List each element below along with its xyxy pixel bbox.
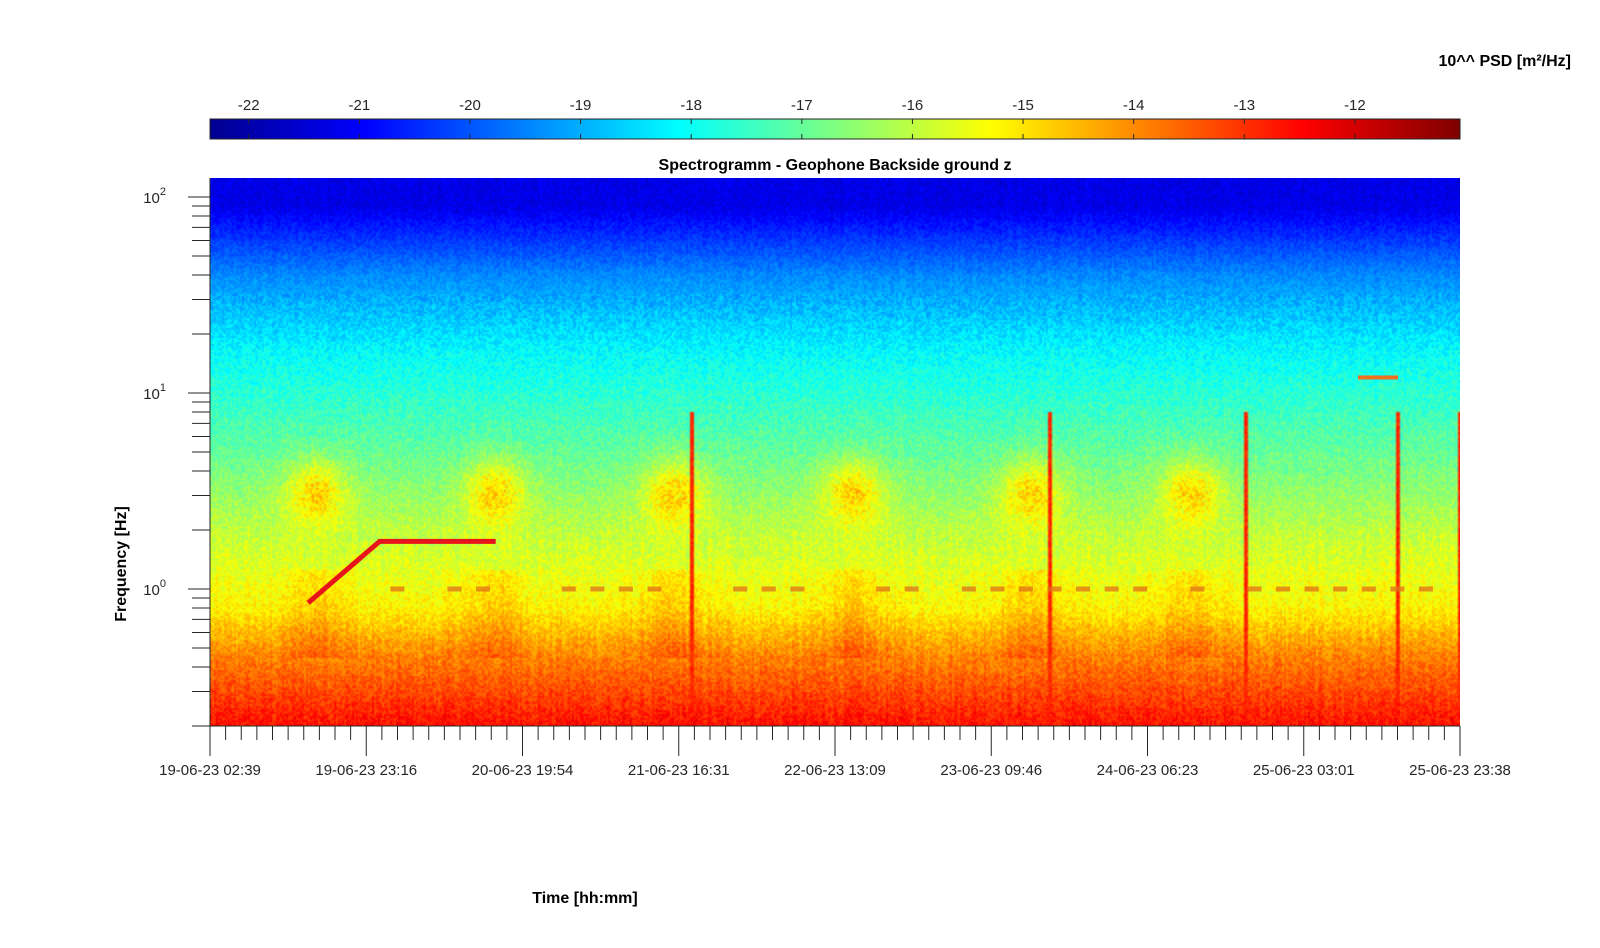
colorbar-gradient — [209, 118, 1461, 140]
y-axis-ticks: 100 101 102 — [143, 186, 210, 727]
narrowband-segment — [1358, 375, 1398, 380]
constant-line-segment — [1104, 586, 1119, 592]
colorbar-label: 10^^ PSD [m²/Hz] — [1439, 53, 1571, 70]
constant-line-segment — [904, 586, 919, 592]
x-axis-label: Time [hh:mm] — [532, 890, 637, 907]
constant-line-segment — [961, 586, 976, 592]
x-tick-label: 22-06-23 13:09 — [784, 762, 886, 779]
signal-overlays — [306, 375, 1433, 605]
constant-line-segment — [761, 586, 776, 592]
constant-line-segment — [1333, 586, 1348, 592]
spectrogram-heatmap — [210, 178, 1460, 726]
constant-line-segment — [447, 586, 462, 592]
constant-line-segment — [1076, 586, 1091, 592]
colorbar-tick-label: -20 — [459, 97, 481, 114]
colorbar-ticks: -22 -21 -20 -19 -18 -17 -16 -15 -14 -13 -12 — [238, 97, 1366, 139]
y-tick-label: 100 — [143, 578, 166, 599]
colorbar-tick-label: -15 — [1012, 97, 1034, 114]
colorbar-tick-label: -13 — [1233, 97, 1255, 114]
constant-line-segment — [1361, 586, 1376, 592]
x-tick-label: 19-06-23 23:16 — [315, 762, 417, 779]
colorbar-tick-label: -12 — [1344, 97, 1366, 114]
constant-line-segment — [1018, 586, 1033, 592]
constant-line-segment — [876, 586, 891, 592]
colorbar: -22 -21 -20 -19 -18 -17 -16 -15 -14 -13 -12 — [209, 97, 1461, 140]
colorbar-tick-label: -17 — [791, 97, 813, 114]
constant-line-segment — [1133, 586, 1148, 592]
x-tick-label: 25-06-23 23:38 — [1409, 762, 1511, 779]
constant-line-segment — [1190, 586, 1205, 592]
x-tick-label: 21-06-23 16:31 — [628, 762, 730, 779]
constant-line-segment — [1418, 586, 1433, 592]
constant-line-segment — [618, 586, 633, 592]
colorbar-tick-label: -16 — [902, 97, 924, 114]
colorbar-tick-label: -14 — [1123, 97, 1145, 114]
constant-line-segment — [790, 586, 805, 592]
y-tick-label: 102 — [143, 186, 166, 207]
colorbar-tick-label: -18 — [680, 97, 702, 114]
constant-line-segment — [476, 586, 491, 592]
y-axis-label: Frequency [Hz] — [113, 506, 130, 622]
y-tick-label: 101 — [143, 382, 166, 403]
x-tick-label: 24-06-23 06:23 — [1097, 762, 1199, 779]
chirp-line — [306, 538, 496, 605]
constant-line-segment — [1047, 586, 1062, 592]
x-axis-ticks: 19-06-23 02:39 19-06-23 23:16 20-06-23 19:… — [159, 726, 1511, 779]
x-tick-label: 20-06-23 19:54 — [472, 762, 574, 779]
chart-title: Spectrogramm - Geophone Backside ground … — [659, 157, 1012, 174]
constant-line-segment — [590, 586, 605, 592]
constant-line-segment — [990, 586, 1005, 592]
constant-line-segment — [733, 586, 748, 592]
x-tick-label: 23-06-23 09:46 — [940, 762, 1042, 779]
x-tick-label: 25-06-23 03:01 — [1253, 762, 1355, 779]
constant-line-segment — [390, 586, 405, 592]
colorbar-tick-label: -21 — [348, 97, 370, 114]
colorbar-tick-label: -22 — [238, 97, 260, 114]
constant-line-segment — [1304, 586, 1319, 592]
constant-line-segment — [561, 586, 576, 592]
constant-line-segment — [1390, 586, 1405, 592]
colorbar-tick-label: -19 — [570, 97, 592, 114]
x-tick-label: 19-06-23 02:39 — [159, 762, 261, 779]
constant-line-segment — [647, 586, 662, 592]
constant-line-segment — [1276, 586, 1291, 592]
plot-area — [209, 178, 1460, 727]
constant-line-segment — [1247, 586, 1262, 592]
